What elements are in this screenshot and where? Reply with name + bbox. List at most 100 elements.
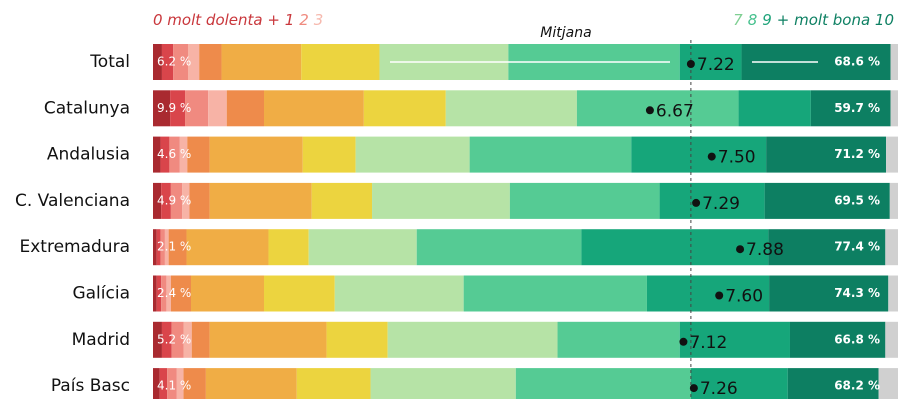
mean-label: 7.50 xyxy=(718,148,756,168)
legend-entry: 7 xyxy=(733,11,743,29)
bar-segment xyxy=(302,136,356,173)
mean-label: 6.67 xyxy=(656,101,694,121)
bar-segment xyxy=(179,136,188,173)
bar-segment xyxy=(187,136,210,173)
bar-segment xyxy=(153,229,157,266)
mean-dot xyxy=(715,291,724,300)
bar-segment xyxy=(176,368,184,399)
bar-segment xyxy=(153,44,162,80)
bar-segment xyxy=(885,321,898,358)
row-label: Catalunya xyxy=(44,98,130,118)
bar-segment xyxy=(168,229,187,266)
row-label: Extremadura xyxy=(20,237,131,257)
legend-right: 7 8 9 + molt bona 10 xyxy=(733,11,894,29)
bar-segment xyxy=(469,136,632,173)
row-label: Andalusia xyxy=(47,145,130,165)
bar-segment xyxy=(160,229,165,266)
bar-segment xyxy=(153,136,161,173)
bar-segment xyxy=(167,368,177,399)
bar-segment xyxy=(182,182,190,219)
bar-segment xyxy=(161,275,167,312)
bar-segment xyxy=(301,44,380,80)
bar-segment xyxy=(334,275,464,312)
bar-segment xyxy=(208,90,227,127)
high-label: 59.7 % xyxy=(834,101,880,115)
bar-segment xyxy=(738,90,811,127)
legend-entry: + molt bona 10 xyxy=(777,11,894,29)
bar-segment xyxy=(355,136,470,173)
mean-label: 7.29 xyxy=(702,194,740,214)
bar-segment xyxy=(326,321,388,358)
bar-segment xyxy=(387,321,558,358)
bar-segment xyxy=(789,321,886,358)
low-label: 4.1 % xyxy=(157,379,191,393)
bar-segment xyxy=(161,182,171,219)
bar-segment xyxy=(161,44,174,80)
bar-segment xyxy=(169,136,180,173)
bar-segment xyxy=(153,90,171,127)
bar-segment xyxy=(557,321,680,358)
bar-segment xyxy=(153,321,162,358)
bar-segment xyxy=(153,368,160,399)
bar-segment xyxy=(156,275,162,312)
bar-segment xyxy=(888,275,898,312)
bar-segment xyxy=(690,368,788,399)
bar-segment xyxy=(810,90,891,127)
high-label: 71.2 % xyxy=(834,147,880,161)
bar-segment xyxy=(161,321,172,358)
bar-segment xyxy=(372,182,510,219)
bar-segment xyxy=(173,44,189,80)
bar-segment xyxy=(153,182,162,219)
bar-segment xyxy=(769,275,889,312)
bar-segment xyxy=(515,368,691,399)
bar-segment xyxy=(160,136,170,173)
bar-segment xyxy=(186,229,269,266)
low-label: 5.2 % xyxy=(157,332,191,346)
bar-segment xyxy=(509,182,660,219)
bar-segment xyxy=(159,368,168,399)
bar-segment xyxy=(445,90,577,127)
bar-segment xyxy=(190,275,265,312)
bar-segment xyxy=(189,182,210,219)
bar-segment xyxy=(370,368,516,399)
bar-segment xyxy=(766,136,887,173)
bar-segment xyxy=(171,321,184,358)
bar-segment xyxy=(153,275,157,312)
mean-dot xyxy=(689,384,698,393)
bar-segment xyxy=(764,182,890,219)
bar-segment xyxy=(889,182,898,219)
bar-segment xyxy=(890,44,898,80)
bar-segment xyxy=(646,275,770,312)
bar-segment xyxy=(787,368,879,399)
legend-entry: 2 xyxy=(299,11,309,29)
high-label: 69.5 % xyxy=(834,193,880,207)
bar-segment xyxy=(209,136,303,173)
bar-segment xyxy=(199,44,222,80)
bar-segment xyxy=(679,321,790,358)
row-label: C. Valenciana xyxy=(15,191,130,211)
bar-segment xyxy=(308,229,417,266)
mean-label: 7.88 xyxy=(746,240,784,260)
bar-segment xyxy=(191,321,210,358)
mean-dot xyxy=(707,152,716,161)
low-label: 9.9 % xyxy=(157,101,191,115)
bar-segment xyxy=(878,368,898,399)
high-label: 77.4 % xyxy=(834,240,880,254)
low-label: 4.9 % xyxy=(157,193,191,207)
bar-segment xyxy=(188,44,200,80)
mean-label: 7.12 xyxy=(689,333,727,353)
row-label: Galícia xyxy=(72,284,130,304)
mean-dot xyxy=(679,337,688,346)
high-label: 68.6 % xyxy=(834,55,880,69)
bar-segment xyxy=(156,229,161,266)
legend-entry: 9 xyxy=(762,11,772,29)
mean-dot xyxy=(645,106,654,115)
high-label: 68.2 % xyxy=(834,379,880,393)
bar-segment xyxy=(209,321,327,358)
bar-segment xyxy=(311,182,373,219)
bar-segment xyxy=(416,229,582,266)
row-label: Madrid xyxy=(72,330,130,350)
bar-segment xyxy=(185,90,209,127)
row-label: País Basc xyxy=(51,376,130,396)
